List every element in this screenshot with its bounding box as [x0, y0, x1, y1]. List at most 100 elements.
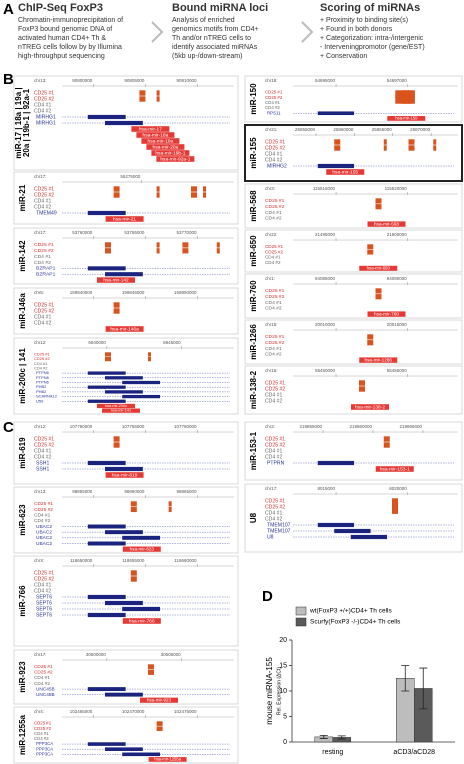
- binding-peak: [105, 248, 111, 254]
- chromosome: chr5:: [34, 290, 44, 295]
- track-label: CD25 #1: [34, 186, 54, 192]
- coordinate: 6945000: [163, 340, 181, 345]
- track-label: CD25 #1: [265, 498, 285, 504]
- panel-letter: D: [262, 588, 273, 605]
- gene-name: SSH1: [36, 460, 49, 466]
- track-label: CD25 #2: [265, 95, 283, 100]
- gene-name: SEPT6: [36, 600, 52, 606]
- mirna-locus-label: miR-21: [18, 184, 27, 211]
- track-label: CD4 #1: [34, 314, 51, 320]
- exon: [105, 530, 143, 535]
- binding-peak: [182, 242, 189, 248]
- chromosome: chr16:: [265, 368, 278, 373]
- chromosome: chrX:: [34, 558, 45, 563]
- gene-name: SEPT6: [36, 606, 52, 612]
- mirna-box: [151, 150, 190, 156]
- mirna-box: [367, 221, 406, 227]
- panel-frame: [244, 229, 463, 273]
- gene-name: MIRHG1: [36, 114, 56, 120]
- legend-swatch: [295, 606, 307, 616]
- track-label: CD25 #1: [34, 242, 54, 248]
- exon: [317, 163, 355, 169]
- track-label: CD25 #2: [265, 145, 285, 151]
- binding-peak: [392, 504, 398, 514]
- mirna-name: hsa-mir-619: [112, 472, 138, 478]
- mirna-name: hsa-mir-138-2: [355, 404, 385, 410]
- binding-peak: [168, 506, 172, 513]
- binding-peak: [105, 352, 111, 357]
- coordinate: 90805000: [124, 78, 145, 83]
- binding-peak: [359, 386, 365, 392]
- track-label: CD4 #2: [34, 365, 47, 370]
- track-label: CD25 #2: [265, 442, 285, 448]
- legend-label: wt(FoxP3 +/+)CD4+ Th cells: [309, 608, 392, 615]
- binding-peak: [156, 192, 160, 198]
- track-label: CD4 #2: [265, 516, 282, 522]
- coordinate: 30505000: [161, 652, 182, 657]
- mirna-box: [97, 403, 135, 409]
- mirna-locus-label: U8: [249, 512, 258, 523]
- coordinate: 118655000: [122, 558, 145, 563]
- track-label: CD4 #2: [265, 398, 282, 404]
- exon: [87, 210, 126, 216]
- step-text: Chromatin-immunoprecipitation of: [18, 17, 123, 24]
- binding-peak: [383, 145, 387, 151]
- y-tick-label: 15: [279, 662, 287, 669]
- exon: [122, 394, 161, 399]
- mirna-name: hsa-mir-568: [374, 221, 399, 226]
- coordinate: 20015000: [387, 322, 408, 327]
- binding-peak: [130, 570, 137, 576]
- error-bar: [319, 734, 328, 739]
- coordinate: 159850000: [174, 290, 197, 295]
- track-label: CD25 #1: [265, 90, 283, 95]
- mirna-box: [97, 277, 135, 283]
- coordinate: 8020000: [389, 486, 407, 491]
- track-label: CD4 #1: [265, 448, 282, 454]
- exon: [122, 752, 161, 757]
- mirna-locus-label: miR-146a: [18, 293, 27, 329]
- mirna-box: [105, 326, 144, 332]
- mirna-locus-label: miR-760: [249, 280, 258, 312]
- coordinate: 98865000: [176, 489, 197, 494]
- gene-name: RPS11: [267, 110, 281, 115]
- binding-peak: [191, 192, 197, 198]
- y-axis-sublabel: Rel. Expression (ΔCt): [276, 667, 282, 715]
- mirna-box: [146, 144, 185, 150]
- track-label: CD4 #2: [265, 105, 280, 110]
- gene-name: MIRHG2: [267, 163, 287, 169]
- binding-peak: [113, 302, 120, 308]
- binding-peak: [168, 501, 172, 507]
- chromosome: chr17:: [265, 486, 278, 491]
- binding-peak: [367, 340, 374, 346]
- gene-name: PPP3CA: [36, 751, 53, 756]
- track-label: CD25 #1: [265, 288, 285, 294]
- gene-name: PPP3CA: [36, 746, 53, 751]
- mirna-locus-label: miR-623: [18, 504, 27, 536]
- gene-name: SSH1: [36, 466, 49, 472]
- binding-peak: [113, 186, 120, 192]
- track-label: CD4 #2: [34, 204, 51, 210]
- error-bar: [419, 667, 428, 710]
- exon: [105, 120, 143, 126]
- coordinate: 21495000: [315, 232, 336, 237]
- mirna-name: hsa-mir-623: [130, 546, 155, 551]
- binding-peak: [375, 198, 382, 204]
- x-tick-label: aCD3/aCD28: [393, 749, 435, 756]
- coordinate: 90800000: [72, 78, 93, 83]
- track-label: CD4 #2: [34, 320, 51, 326]
- track-label: CD25 #2: [34, 442, 54, 448]
- chromosome: chr19:: [265, 78, 278, 83]
- step-text: FoxP3 bound genomic DNA of: [18, 26, 112, 33]
- binding-peak: [105, 356, 111, 362]
- binding-peak: [408, 145, 415, 151]
- binding-peak: [156, 96, 160, 102]
- track-label: CD25 #2: [265, 294, 285, 300]
- panel-letter: B: [3, 71, 14, 88]
- gene-name: PHB2: [36, 384, 46, 389]
- coordinate: 30500000: [86, 652, 107, 657]
- chromosome: chr1:: [265, 276, 275, 281]
- gene-name: UBAC2: [36, 524, 52, 530]
- mirna-box: [140, 697, 178, 703]
- track-label: CD4 #2: [34, 518, 51, 524]
